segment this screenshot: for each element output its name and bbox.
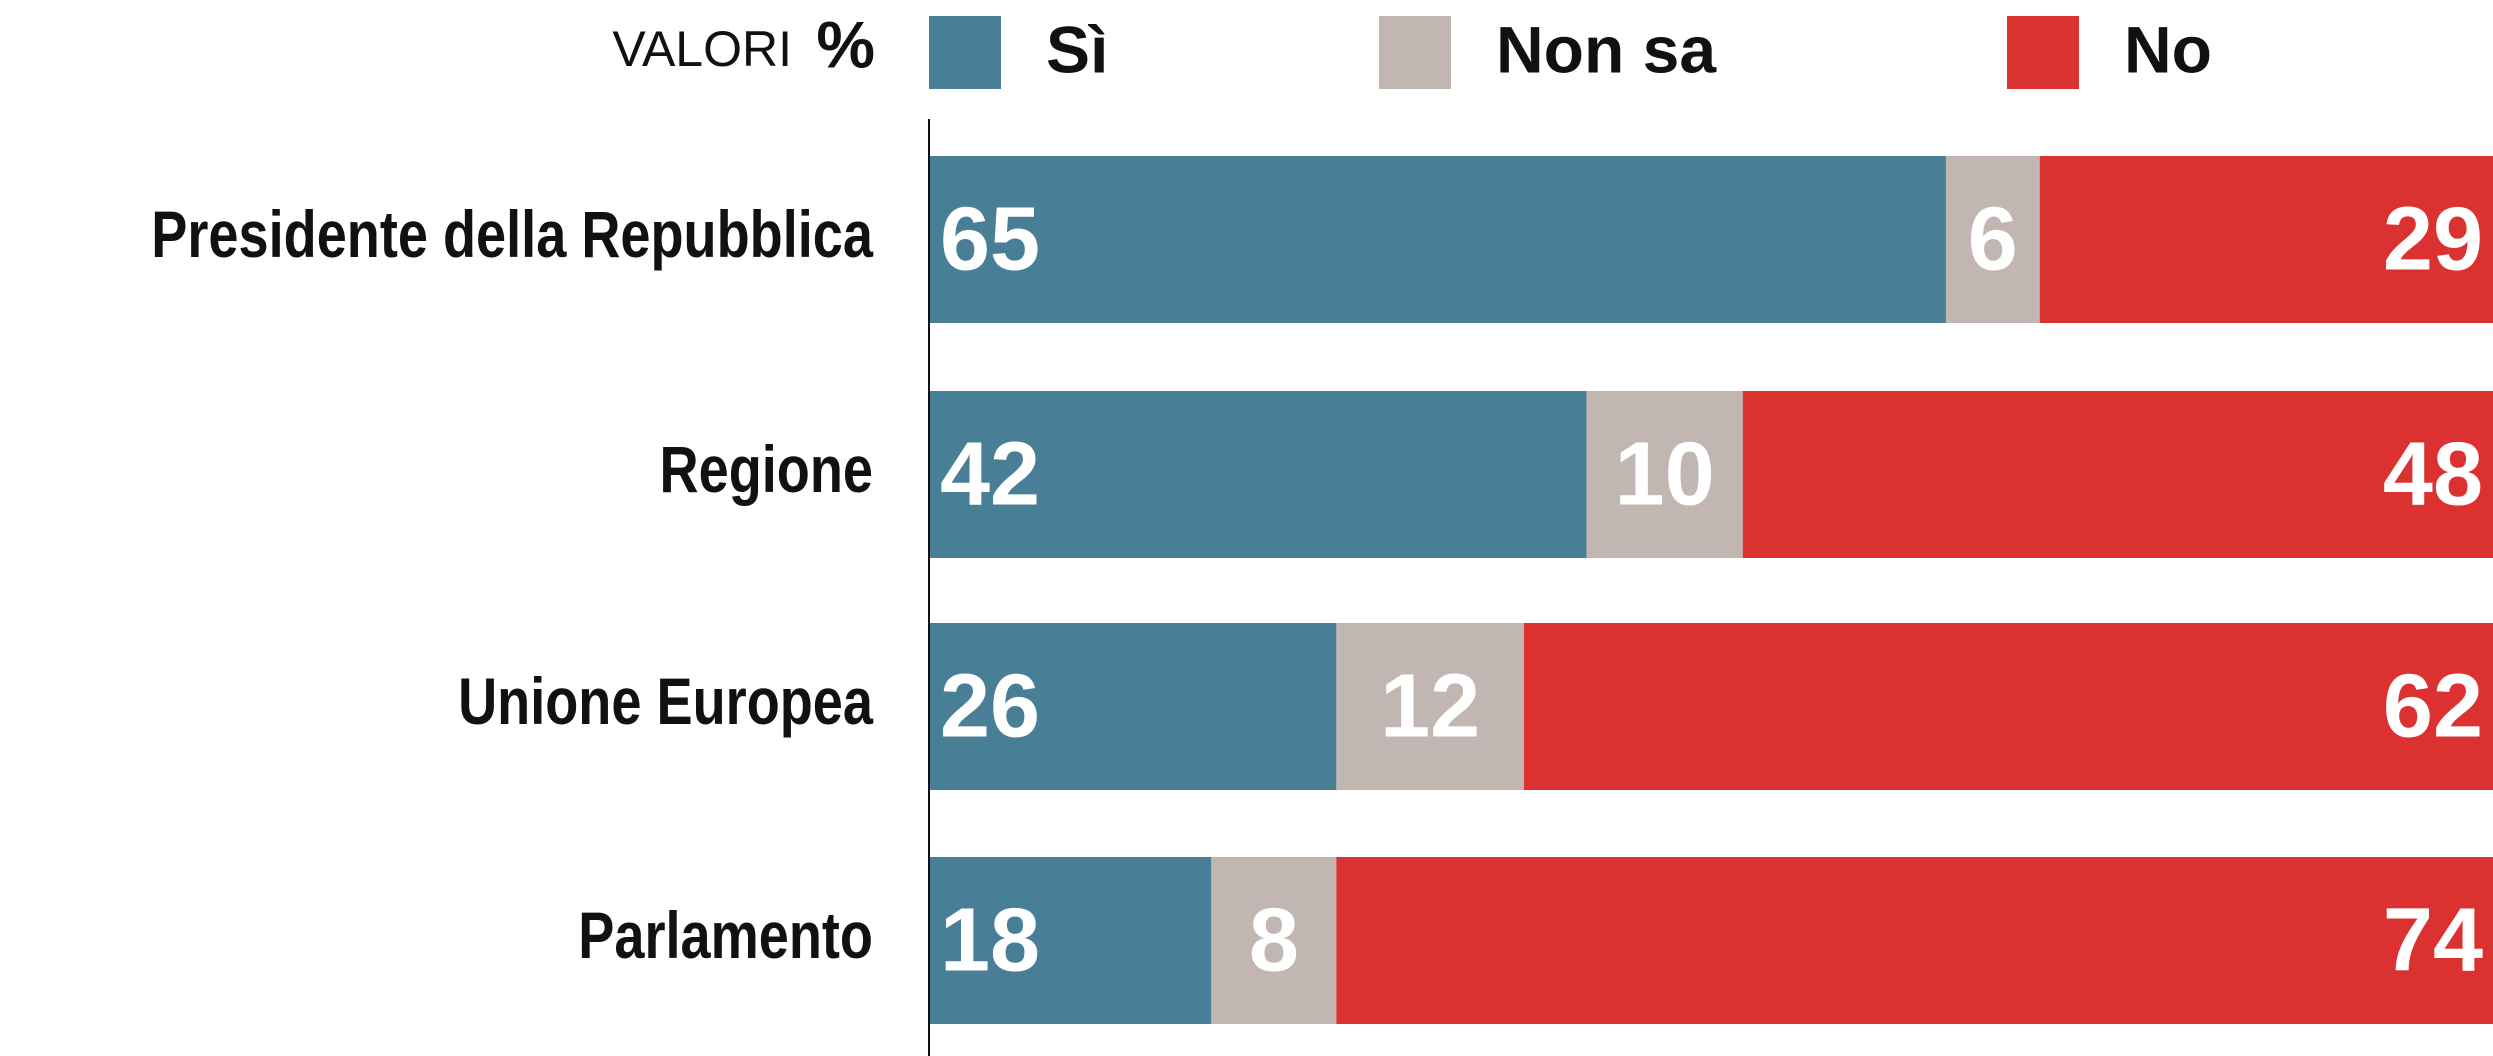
- category-label: Unione Europea: [458, 664, 873, 738]
- bar-segment: [930, 857, 1212, 1024]
- value-label: 12: [1380, 656, 1480, 756]
- legend-swatch: [929, 16, 1001, 89]
- value-label: 26: [940, 656, 1040, 756]
- value-label: 18: [940, 890, 1040, 990]
- bar-segment: [1336, 623, 1524, 790]
- bar-segment: [1211, 857, 1337, 1024]
- value-label: 8: [1249, 890, 1299, 990]
- bar-segment: [1945, 156, 2040, 323]
- bar-segment: [930, 391, 1587, 558]
- category-label: Parlamento: [578, 898, 873, 972]
- value-label: 62: [2383, 656, 2483, 756]
- value-label: 6: [1968, 189, 2018, 289]
- value-label: 48: [2383, 424, 2483, 524]
- bar-segment: [930, 156, 1946, 323]
- value-label: 29: [2383, 189, 2483, 289]
- bar-segment: [930, 623, 1337, 790]
- legend-swatch: [1379, 16, 1451, 89]
- category-label: Regione: [660, 432, 873, 506]
- value-label: 10: [1615, 424, 1715, 524]
- bar-segment: [2039, 156, 2493, 323]
- bar-segment: [1586, 391, 1743, 558]
- value-label: 65: [940, 189, 1040, 289]
- legend-swatch: [2007, 16, 2079, 89]
- legend-label: Sì: [1046, 12, 1108, 86]
- legend-label: Non sa: [1496, 12, 1717, 86]
- bar-segment: [1336, 857, 2493, 1024]
- subtitle: VALORI: [612, 21, 792, 77]
- legend-label: No: [2124, 12, 2212, 86]
- category-label: Presidente della Repubblica: [151, 197, 873, 271]
- bar-segment: [1523, 623, 2493, 790]
- bar-segment: [1742, 391, 2493, 558]
- value-label: 74: [2383, 890, 2483, 990]
- unit-label: %: [816, 7, 875, 81]
- value-label: 42: [940, 424, 1040, 524]
